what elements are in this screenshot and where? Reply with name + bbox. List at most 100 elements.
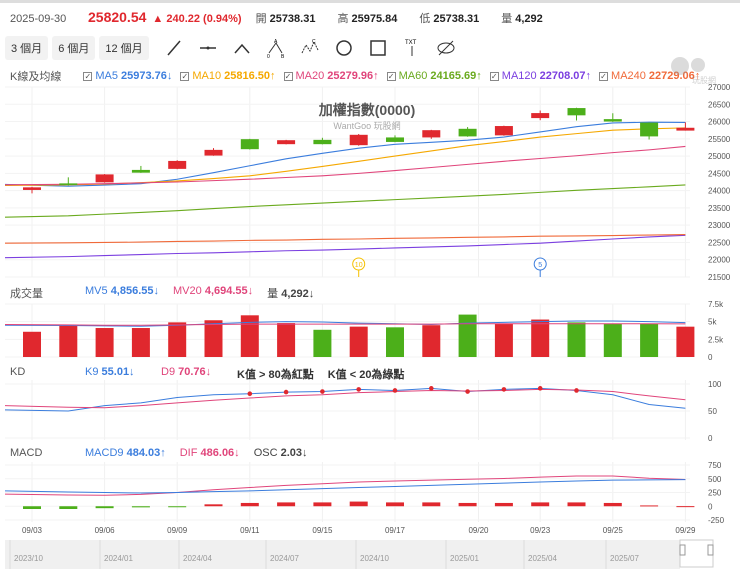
ma240-toggle[interactable]: ✓ MA240 22729.06 ↑ [599, 70, 700, 82]
checkbox-icon[interactable]: ✓ [283, 71, 293, 81]
osc-bar [131, 506, 150, 508]
volume-title: 成交量 [10, 288, 43, 300]
ma-line-ma5 [4, 121, 686, 187]
ma120-toggle[interactable]: ✓ MA120 22708.07 ↑ [489, 70, 592, 82]
volume-bar [59, 325, 78, 357]
ma-legend-title: K線及均線 [10, 71, 62, 83]
ma-line-ma240 [4, 233, 686, 244]
range-12m-button[interactable]: 12 個月 [99, 36, 149, 60]
candle [168, 160, 187, 169]
dif-value: 486.06↓ [200, 447, 240, 459]
osc-bar [204, 504, 223, 507]
d9-value: 70.76↓ [178, 366, 212, 378]
k-over-80-dot [537, 386, 543, 391]
line-tool-icon[interactable] [163, 38, 185, 58]
y-tick-label: 5k [708, 318, 717, 327]
checkbox-icon[interactable]: ✓ [599, 71, 609, 81]
ma-name: MA20 [295, 70, 325, 82]
quote-date: 2025-09-30 [10, 13, 67, 25]
candle [59, 183, 78, 185]
quote-change: ▲ 240.22 (0.94%) [152, 13, 242, 25]
high-value: 25975.84 [351, 13, 398, 25]
y-tick-label: 25500 [708, 135, 731, 144]
navigator-label: 2025/04 [528, 554, 557, 563]
hide-icon[interactable] [435, 38, 457, 58]
logo-text: 玩股網 [692, 75, 716, 84]
candle [422, 130, 441, 138]
trend-arrow-icon: ↑ [585, 70, 592, 82]
volume-bar [349, 326, 368, 357]
y-tick-label: 0 [708, 434, 713, 443]
volume-bar [23, 331, 41, 357]
ma-value: 24165.69 [430, 70, 477, 82]
candle [95, 174, 114, 183]
ma-name: MA5 [95, 70, 118, 82]
abcd-pattern-icon[interactable]: C [299, 38, 321, 58]
top-border [0, 0, 740, 3]
horizontal-line-icon[interactable] [197, 38, 219, 58]
osc-bar [458, 502, 477, 507]
navigator-handle[interactable] [679, 544, 686, 556]
macd-legend: MACD MACD9 484.03↑ DIF 486.06↓ OSC 2.03↓ [10, 447, 322, 459]
text-icon[interactable]: TXT [401, 38, 423, 58]
d9-label: D9 [161, 366, 176, 378]
trend-arrow-icon: ↓ [166, 70, 173, 82]
ma10-toggle[interactable]: ✓ MA10 25816.50 ↑ [180, 70, 276, 82]
ma5-toggle[interactable]: ✓ MA5 25973.76 ↓ [83, 70, 172, 82]
navigator-label: 2024/07 [270, 554, 299, 563]
macd9-label: MACD9 [85, 447, 124, 459]
angle-icon[interactable] [231, 38, 253, 58]
ma60-toggle[interactable]: ✓ MA60 24165.69 ↑ [386, 70, 482, 82]
volume-bar [386, 327, 404, 357]
vol-value: 4,292↓ [281, 288, 315, 300]
rectangle-icon[interactable] [367, 38, 389, 58]
event-marker-label: 5 [538, 262, 542, 269]
candle [313, 139, 332, 145]
osc-bar [422, 502, 441, 507]
volume-bar [531, 319, 550, 357]
osc-bar [349, 501, 368, 507]
abc-pattern-icon[interactable]: A 0 B [265, 38, 287, 58]
ma-name: MA120 [501, 70, 537, 82]
trend-arrow-icon: ↑ [694, 70, 701, 82]
y-tick-label: 22500 [708, 238, 731, 247]
navigator-label: 2025/01 [450, 554, 479, 563]
ma20-toggle[interactable]: ✓ MA20 25279.96 ↑ [283, 70, 379, 82]
circle-icon[interactable] [333, 38, 355, 58]
y-tick-label: 250 [708, 489, 722, 498]
candle [131, 169, 150, 173]
candle [386, 137, 404, 142]
dif-label: DIF [179, 447, 198, 459]
checkbox-icon[interactable]: ✓ [83, 71, 93, 81]
ma-value: 22708.07 [539, 70, 586, 82]
ma-line-ma60 [4, 184, 686, 218]
x-tick-label: 09/25 [603, 526, 624, 535]
ma-line-ma20 [4, 145, 686, 186]
low-value: 25738.31 [433, 13, 480, 25]
y-tick-label: 2.5k [708, 335, 724, 344]
open-value: 25738.31 [269, 13, 316, 25]
quote-price: 25820.54 [88, 9, 147, 25]
osc-bar [277, 502, 296, 507]
ma-legend: K線及均線 ✓ MA5 25973.76 ↓ ✓ MA10 25816.50 ↑ ✓ MA20… [10, 68, 708, 84]
navigator-handle[interactable] [707, 544, 714, 556]
navigator-label: 2024/04 [183, 554, 212, 563]
osc-bar [313, 502, 332, 507]
checkbox-icon[interactable]: ✓ [489, 71, 499, 81]
checkbox-icon[interactable]: ✓ [180, 71, 190, 81]
y-tick-label: 26500 [708, 100, 731, 109]
ma-line-ma120 [4, 234, 686, 259]
kd-legend: KD K9 55.01↓ D9 70.76↓ K值 > 80為紅點 K值 < 2… [10, 366, 418, 382]
kd-title: KD [10, 366, 26, 378]
x-tick-label: 09/11 [240, 526, 260, 535]
range-3m-button[interactable]: 3 個月 [5, 36, 49, 60]
volume-line-mv20 [4, 323, 686, 326]
x-tick-label: 09/23 [530, 526, 551, 535]
vol-label: 量 [267, 288, 279, 300]
checkbox-icon[interactable]: ✓ [386, 71, 396, 81]
trend-arrow-icon: ↑ [476, 70, 482, 82]
kd-note-red: K值 > 80為紅點 [237, 369, 314, 381]
range-6m-button[interactable]: 6 個月 [52, 36, 96, 60]
y-tick-label: 25000 [708, 152, 731, 161]
